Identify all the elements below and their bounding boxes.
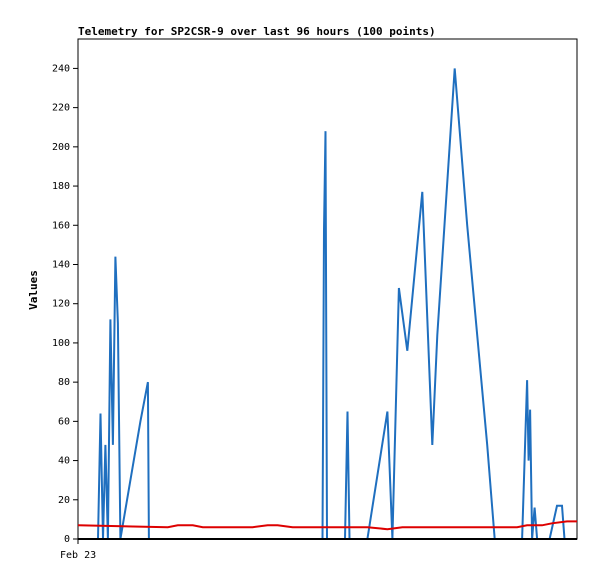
y-tick-label: 20 [58,495,70,506]
x-tick-label: Feb 23 [60,550,96,561]
y-tick-label: 0 [64,534,70,545]
y-tick-label: 80 [58,377,70,388]
y-tick-label: 220 [52,103,70,114]
y-tick-label: 60 [58,416,70,427]
y-tick-label: 120 [52,299,70,310]
y-axis: 0 20 40 60 80 100 120 140 160 180 200 220 240 [52,63,78,545]
y-tick-label: 180 [52,181,70,192]
y-tick-label: 140 [52,259,70,270]
y-tick-label: 40 [58,456,70,467]
y-tick-label: 160 [52,220,70,231]
series-line-1 [97,68,566,540]
y-tick-label: 100 [52,338,70,349]
y-axis-label: Values [27,270,40,310]
chart-title: Telemetry for SP2CSR-9 over last 96 hour… [78,25,436,38]
y-tick-label: 240 [52,63,70,74]
series-layer [77,68,577,540]
series-line-2 [77,520,577,531]
y-tick-label: 200 [52,142,70,153]
